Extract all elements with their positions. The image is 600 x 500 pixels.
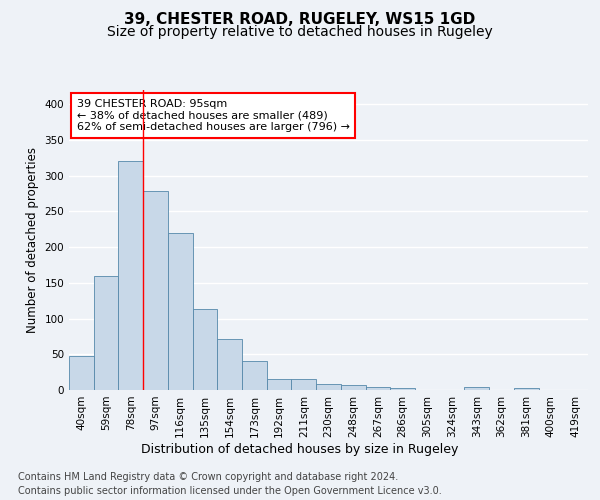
Bar bbox=[118, 160, 143, 390]
Text: Distribution of detached houses by size in Rugeley: Distribution of detached houses by size … bbox=[142, 442, 458, 456]
Bar bbox=[143, 192, 168, 390]
Bar bbox=[168, 233, 193, 390]
Bar bbox=[69, 356, 94, 390]
Text: Size of property relative to detached houses in Rugeley: Size of property relative to detached ho… bbox=[107, 25, 493, 39]
Text: Contains public sector information licensed under the Open Government Licence v3: Contains public sector information licen… bbox=[18, 486, 442, 496]
Text: 39, CHESTER ROAD, RUGELEY, WS15 1GD: 39, CHESTER ROAD, RUGELEY, WS15 1GD bbox=[124, 12, 476, 28]
Bar bbox=[514, 388, 539, 390]
Bar bbox=[217, 338, 242, 390]
Bar bbox=[390, 388, 415, 390]
Y-axis label: Number of detached properties: Number of detached properties bbox=[26, 147, 39, 333]
Text: Contains HM Land Registry data © Crown copyright and database right 2024.: Contains HM Land Registry data © Crown c… bbox=[18, 472, 398, 482]
Text: 39 CHESTER ROAD: 95sqm
← 38% of detached houses are smaller (489)
62% of semi-de: 39 CHESTER ROAD: 95sqm ← 38% of detached… bbox=[77, 99, 350, 132]
Bar bbox=[193, 310, 217, 390]
Bar bbox=[341, 385, 365, 390]
Bar bbox=[292, 380, 316, 390]
Bar bbox=[267, 378, 292, 390]
Bar bbox=[365, 387, 390, 390]
Bar bbox=[316, 384, 341, 390]
Bar bbox=[464, 387, 489, 390]
Bar bbox=[242, 362, 267, 390]
Bar bbox=[94, 276, 118, 390]
